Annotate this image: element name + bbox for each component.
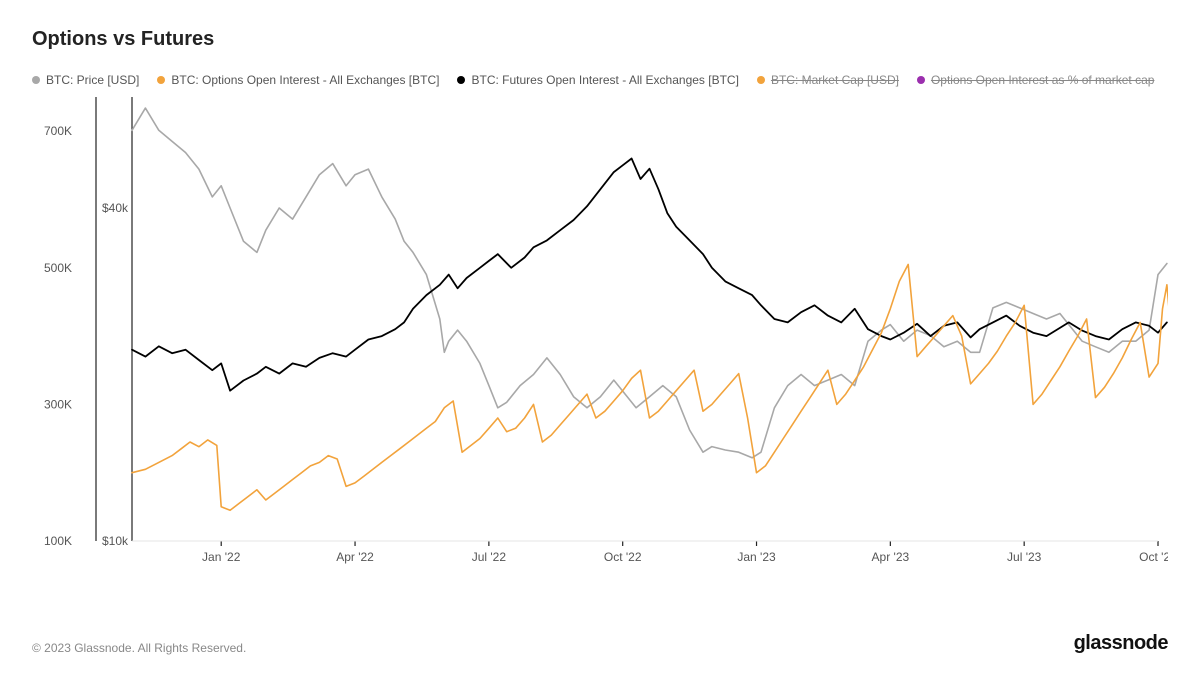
legend-item-3[interactable]: BTC: Market Cap [USD] [757, 73, 899, 87]
series-futures [132, 159, 1167, 391]
legend-item-4[interactable]: Options Open Interest as % of market cap [917, 73, 1154, 87]
legend-item-0[interactable]: BTC: Price [USD] [32, 73, 139, 87]
series-options [132, 264, 1168, 510]
legend-label: BTC: Market Cap [USD] [771, 73, 899, 87]
legend-label: BTC: Price [USD] [46, 73, 139, 87]
legend: BTC: Price [USD] BTC: Options Open Intere… [32, 73, 1168, 87]
legend-dot-icon [457, 76, 465, 84]
svg-text:700K: 700K [44, 124, 72, 138]
legend-label: Options Open Interest as % of market cap [931, 73, 1154, 87]
svg-text:Apr '23: Apr '23 [872, 550, 910, 564]
svg-text:Oct '22: Oct '22 [604, 550, 642, 564]
svg-text:Apr '22: Apr '22 [336, 550, 374, 564]
legend-label: BTC: Options Open Interest - All Exchang… [171, 73, 439, 87]
copyright: © 2023 Glassnode. All Rights Reserved. [32, 641, 246, 655]
svg-text:300K: 300K [44, 397, 72, 411]
legend-item-2[interactable]: BTC: Futures Open Interest - All Exchang… [457, 73, 738, 87]
legend-dot-icon [32, 76, 40, 84]
svg-text:$10k: $10k [102, 534, 129, 548]
svg-text:Jul '22: Jul '22 [472, 550, 507, 564]
svg-text:Jan '23: Jan '23 [737, 550, 776, 564]
svg-text:100K: 100K [44, 534, 72, 548]
legend-item-1[interactable]: BTC: Options Open Interest - All Exchang… [157, 73, 439, 87]
series-price [132, 108, 1167, 458]
svg-text:500K: 500K [44, 261, 72, 275]
chart-area: 100K 300K 500K 700K $10k $40k Jan '22 Apr '22 Ju… [32, 91, 1168, 581]
chart-title: Options vs Futures [32, 28, 1168, 51]
svg-text:$40k: $40k [102, 201, 129, 215]
svg-text:Jan '22: Jan '22 [202, 550, 241, 564]
legend-dot-icon [757, 76, 765, 84]
legend-dot-icon [917, 76, 925, 84]
legend-label: BTC: Futures Open Interest - All Exchang… [471, 73, 738, 87]
svg-text:Jul '23: Jul '23 [1007, 550, 1042, 564]
legend-dot-icon [157, 76, 165, 84]
svg-text:Oct '23: Oct '23 [1139, 550, 1168, 564]
brand-logo: glassnode [1074, 632, 1168, 655]
